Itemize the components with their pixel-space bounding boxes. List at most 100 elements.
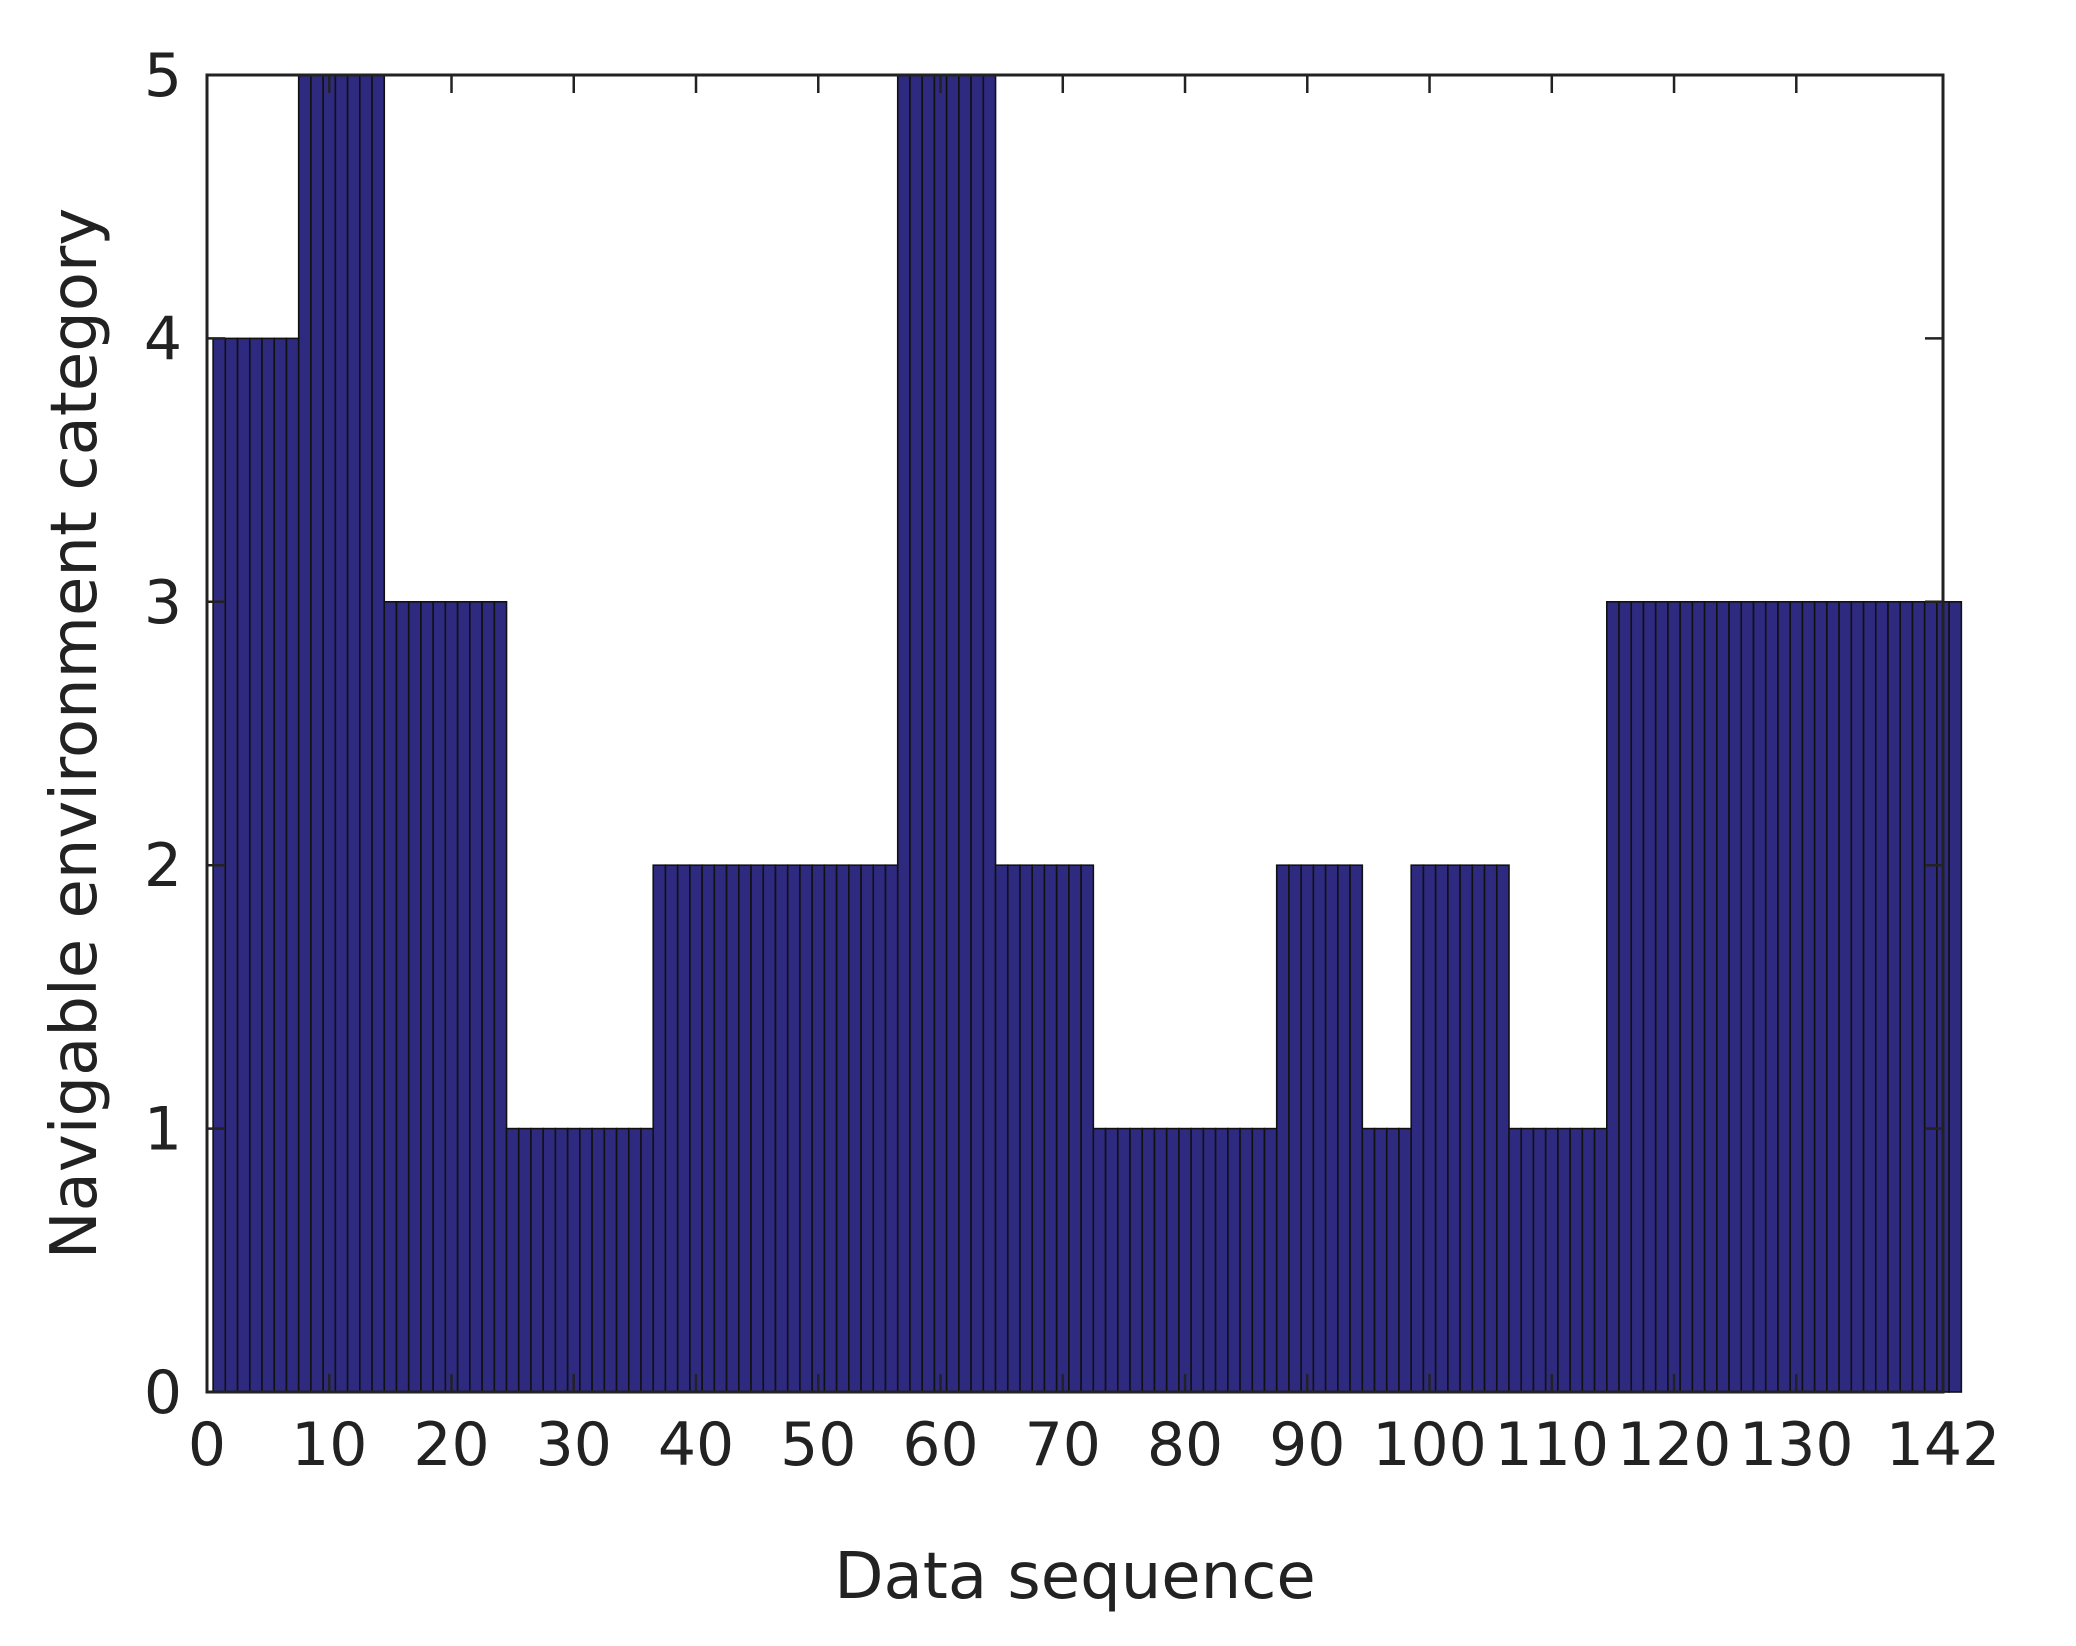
- bar: [848, 864, 862, 1393]
- bar: [297, 74, 312, 1393]
- bar: [1104, 1127, 1119, 1393]
- y-tick-label: 3: [144, 568, 182, 638]
- y-tick-label: 0: [144, 1358, 182, 1428]
- bar: [615, 1127, 630, 1393]
- bar: [713, 864, 728, 1393]
- x-tick-label: 110: [1495, 1410, 1610, 1480]
- bar: [664, 864, 679, 1393]
- bar: [1153, 1127, 1168, 1393]
- bar: [872, 864, 887, 1393]
- bar: [383, 600, 398, 1393]
- bar: [1178, 1127, 1192, 1393]
- bar: [261, 337, 276, 1393]
- y-tick-labels: 0 1 2 3 4 5: [144, 41, 182, 1428]
- bar: [1826, 600, 1840, 1393]
- bar: [1031, 864, 1046, 1393]
- bar: [1288, 864, 1302, 1393]
- bar: [1385, 1127, 1400, 1393]
- bar: [958, 74, 972, 1393]
- x-axis-title: Data sequence: [834, 1540, 1316, 1614]
- bar: [652, 864, 667, 1393]
- bar: [1752, 600, 1767, 1393]
- y-tick-label: 5: [144, 41, 182, 111]
- bar: [395, 600, 410, 1393]
- y-tick-label: 1: [144, 1095, 182, 1165]
- bar: [493, 600, 508, 1393]
- bar: [811, 864, 826, 1393]
- bar: [1740, 600, 1755, 1393]
- bar: [322, 74, 337, 1393]
- bar: [1911, 600, 1926, 1393]
- bar: [542, 1127, 557, 1393]
- bar: [1349, 864, 1364, 1393]
- bar: [1202, 1127, 1217, 1393]
- bar: [310, 74, 324, 1393]
- bar: [1948, 600, 1963, 1393]
- bar: [1263, 1127, 1278, 1393]
- bar: [1459, 864, 1474, 1393]
- bar: [1116, 1127, 1131, 1393]
- bar: [1324, 864, 1339, 1393]
- bar: [1923, 600, 1938, 1393]
- bar: [1801, 600, 1816, 1393]
- bar: [1716, 600, 1730, 1393]
- bar: [1606, 600, 1620, 1393]
- bar: [1483, 864, 1498, 1393]
- bar: [1019, 864, 1034, 1393]
- bar: [1654, 600, 1669, 1393]
- bar: [1862, 600, 1877, 1393]
- bar: [1422, 864, 1437, 1393]
- bar: [1275, 864, 1290, 1393]
- bar: [1312, 864, 1327, 1393]
- bar: [1068, 864, 1082, 1393]
- bar: [432, 600, 447, 1393]
- bar: [566, 1127, 581, 1393]
- bar: [456, 600, 471, 1393]
- bar: [1214, 1127, 1229, 1393]
- bar: [1618, 600, 1633, 1393]
- x-tick-label: 40: [658, 1410, 734, 1480]
- bar: [334, 74, 349, 1393]
- bar: [1691, 600, 1706, 1393]
- bar: [1508, 1127, 1523, 1393]
- bar: [1593, 1127, 1608, 1393]
- bar: [1043, 864, 1058, 1393]
- bar: [725, 864, 740, 1393]
- bar: [799, 864, 813, 1393]
- bar: [1361, 1127, 1376, 1393]
- x-tick-label: 142: [1886, 1410, 2001, 1480]
- bar: [248, 337, 263, 1393]
- bar: [1728, 600, 1743, 1393]
- bar: [676, 864, 691, 1393]
- bar: [774, 864, 789, 1393]
- x-tick-label: 130: [1739, 1410, 1854, 1480]
- x-tick-label: 10: [291, 1410, 367, 1480]
- bar: [762, 864, 777, 1393]
- bar: [579, 1127, 593, 1393]
- bar: [1373, 1127, 1388, 1393]
- bar: [1495, 864, 1510, 1393]
- bar: [750, 864, 765, 1393]
- x-tick-label: 20: [413, 1410, 489, 1480]
- x-tick-label: 60: [902, 1410, 978, 1480]
- bar: [1544, 1127, 1559, 1393]
- bar: [591, 1127, 606, 1393]
- bar: [1471, 864, 1486, 1393]
- bar: [1410, 864, 1425, 1393]
- bar: [1227, 1127, 1241, 1393]
- bar: [1165, 1127, 1180, 1393]
- bar: [1764, 600, 1779, 1393]
- bar: [627, 1127, 642, 1393]
- bar: [823, 864, 838, 1393]
- axis-ticks: [205, 73, 1945, 1394]
- bar: [517, 1127, 532, 1393]
- bar: [640, 1127, 655, 1393]
- bar: [1520, 1127, 1535, 1393]
- bar: [554, 1127, 569, 1393]
- bar: [921, 74, 936, 1393]
- bar: [1006, 864, 1021, 1393]
- bar: [786, 864, 801, 1393]
- bar: [1092, 1127, 1107, 1393]
- bar: [896, 74, 911, 1393]
